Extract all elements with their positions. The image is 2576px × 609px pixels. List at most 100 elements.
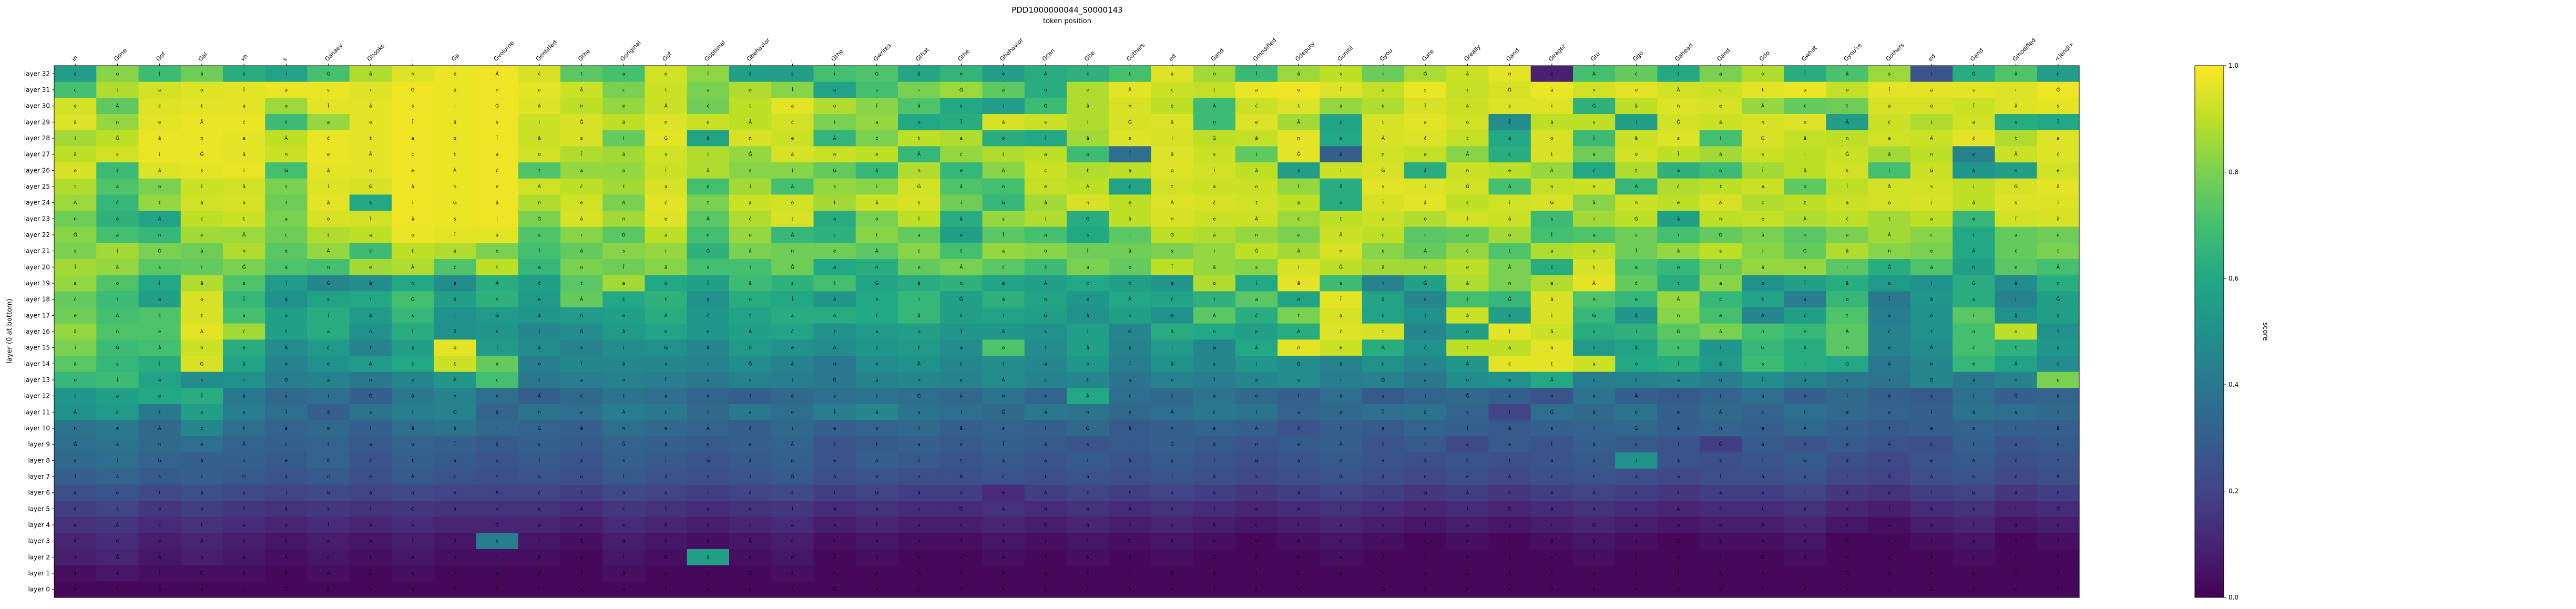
heatmap-cell-label: ã xyxy=(369,104,372,109)
heatmap-cell-label: t xyxy=(876,233,878,238)
heatmap-cell-label: ċ xyxy=(1593,378,1596,383)
heatmap-cell xyxy=(1362,66,1405,82)
heatmap-cell-label: a xyxy=(1044,362,1047,367)
heatmap-cell-label: Ĭ xyxy=(1002,441,1004,448)
heatmap-cell-label: Ĭ xyxy=(707,490,709,496)
heatmap-cell xyxy=(1742,178,1784,195)
heatmap-cell-label: n xyxy=(1677,313,1680,318)
heatmap-cell-label: i xyxy=(1931,281,1933,286)
heatmap-cell xyxy=(1320,259,1363,276)
heatmap-cell-label: o xyxy=(707,394,710,399)
heatmap-cell-label: ã xyxy=(1761,474,1764,480)
heatmap-cell-label: a xyxy=(665,394,668,399)
heatmap-cell xyxy=(1868,162,1911,179)
heatmap-cell xyxy=(476,178,519,195)
heatmap-cell xyxy=(180,226,223,243)
heatmap-cell-label: ã xyxy=(285,297,288,303)
heatmap-cell-label: ċ xyxy=(665,201,667,206)
heatmap-cell-label: Ġ xyxy=(1887,264,1891,270)
heatmap-cell-label: Ĭ xyxy=(158,490,160,496)
heatmap-cell-label: s xyxy=(1720,249,1722,254)
heatmap-cell-label: Â xyxy=(116,522,119,528)
heatmap-cell-label: â xyxy=(2057,184,2060,190)
heatmap-cell-label: ã xyxy=(1846,281,1849,286)
heatmap-cell-label: t xyxy=(1846,104,1848,109)
heatmap-cell-label: n xyxy=(1297,136,1301,141)
heatmap-cell-label: Ġ xyxy=(1972,71,1976,77)
y-tick-label: layer 25 xyxy=(24,183,50,190)
heatmap-cell-label: n xyxy=(200,555,203,560)
heatmap-cell-label: Ĭ xyxy=(1635,248,1637,254)
x-tick-label: <|endi> xyxy=(2053,40,2076,63)
heatmap-cell xyxy=(1109,194,1152,211)
heatmap-cell-label: Ġ xyxy=(200,571,203,576)
heatmap-cell xyxy=(771,243,814,260)
heatmap-cell-label: o xyxy=(833,104,836,109)
heatmap-cell-label: a xyxy=(1382,216,1385,222)
heatmap-cell xyxy=(645,243,688,260)
colorbar-tick-label: 1.0 xyxy=(2229,62,2238,69)
heatmap-cell-label: Â xyxy=(833,135,837,141)
heatmap-cell-label: s xyxy=(1424,297,1427,303)
heatmap-cell-label: a xyxy=(158,297,161,303)
heatmap-cell-label: Ĭ xyxy=(454,232,456,238)
heatmap-cell xyxy=(54,291,97,308)
heatmap-cell xyxy=(1193,130,1236,147)
heatmap-cell xyxy=(1109,259,1152,276)
heatmap-cell xyxy=(1320,275,1363,292)
heatmap-cell-label: i xyxy=(876,184,878,190)
heatmap-cell-label: a xyxy=(875,120,878,125)
heatmap-cell xyxy=(940,162,983,179)
heatmap-cell xyxy=(982,98,1025,115)
heatmap-cell xyxy=(265,323,308,340)
heatmap-cell-label: i xyxy=(1720,555,1722,560)
heatmap-cell-label: n xyxy=(917,168,921,173)
heatmap-cell-label: t xyxy=(960,458,963,463)
heatmap-cell-label: Ġ xyxy=(1930,377,1934,383)
heatmap-cell xyxy=(392,323,434,340)
heatmap-cell-label: a xyxy=(1424,329,1427,335)
heatmap-cell-label: a xyxy=(707,88,710,93)
heatmap-cell-label: Â xyxy=(707,215,710,222)
heatmap-cell-label: Â xyxy=(369,570,373,576)
heatmap-cell-label: o xyxy=(538,362,541,367)
heatmap-cell xyxy=(1404,307,1447,324)
heatmap-cell xyxy=(771,146,814,163)
heatmap-cell-label: o xyxy=(665,281,668,286)
heatmap-cell-label: Ġ xyxy=(664,136,668,141)
heatmap-cell-label: ċ xyxy=(243,539,246,544)
heatmap-cell xyxy=(560,226,603,243)
heatmap-cell-label: n xyxy=(1086,201,1089,206)
heatmap-cell xyxy=(1235,162,1278,179)
heatmap-cell xyxy=(1784,146,1827,163)
heatmap-cell-label: e xyxy=(1171,104,1174,109)
heatmap-cell xyxy=(1235,66,1278,82)
heatmap-cell-label: i xyxy=(1804,571,1806,576)
heatmap-cell-label: o xyxy=(1255,394,1258,399)
heatmap-cell-label: ã xyxy=(1002,120,1005,125)
x-tick-label: Gmodified xyxy=(2011,37,2037,63)
heatmap-cell-label: Ĭ xyxy=(1213,377,1215,383)
heatmap-cell xyxy=(1488,291,1531,308)
heatmap-cell xyxy=(54,162,97,179)
heatmap-cell-label: o xyxy=(1044,458,1047,463)
x-tick-label: Gunitil xyxy=(1336,45,1355,63)
heatmap-cell xyxy=(898,226,941,243)
heatmap-cell-label: e xyxy=(622,104,626,109)
heatmap-cell-label: Â xyxy=(1508,264,1512,270)
heatmap-cell-label: o xyxy=(833,523,836,528)
heatmap-cell-label: Ġ xyxy=(1339,264,1343,270)
heatmap-cell xyxy=(855,226,898,243)
heatmap-cell xyxy=(1193,146,1236,163)
heatmap-cell xyxy=(1868,243,1911,260)
heatmap-cell-label: o xyxy=(1930,313,1933,318)
heatmap-cell-label: Ġ xyxy=(284,587,288,593)
heatmap-cell-label: ċ xyxy=(2015,249,2017,254)
heatmap-cell-label: Ġ xyxy=(1677,539,1680,544)
heatmap-cell-label: ċ xyxy=(412,571,414,576)
heatmap-cell xyxy=(1657,162,1700,179)
heatmap-cell-label: ã xyxy=(1677,249,1680,254)
heatmap-cell-label: o xyxy=(2015,539,2018,544)
